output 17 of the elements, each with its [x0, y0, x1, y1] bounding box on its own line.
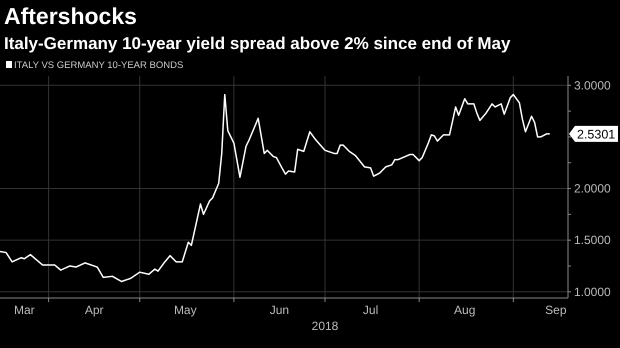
x-tick-label: May	[174, 303, 197, 317]
x-tick-label: Sep	[545, 303, 567, 317]
chart-subtitle: Italy-Germany 10-year yield spread above 2% since end of May	[4, 34, 511, 53]
x-tick-label: Jul	[362, 303, 378, 317]
y-tick-label: 1.5000	[574, 233, 612, 248]
y-tick-label: 1.0000	[574, 284, 612, 299]
x-tick-label: Aug	[454, 303, 476, 317]
x-axis-title: 2018	[312, 319, 339, 333]
text: 2.5301	[577, 127, 616, 142]
y-tick-label: 2.0000	[574, 182, 612, 196]
x-tick-label: Mar	[14, 303, 35, 317]
x-tick-label: Apr	[84, 303, 104, 317]
chart-title: Aftershocks	[4, 3, 137, 29]
x-tick-label: Jun	[270, 303, 290, 317]
line-series	[0, 94, 551, 282]
legend-label: ITALY VS GERMANY 10-YEAR BONDS	[14, 60, 184, 71]
y-tick-label: 3.0000	[574, 78, 612, 92]
